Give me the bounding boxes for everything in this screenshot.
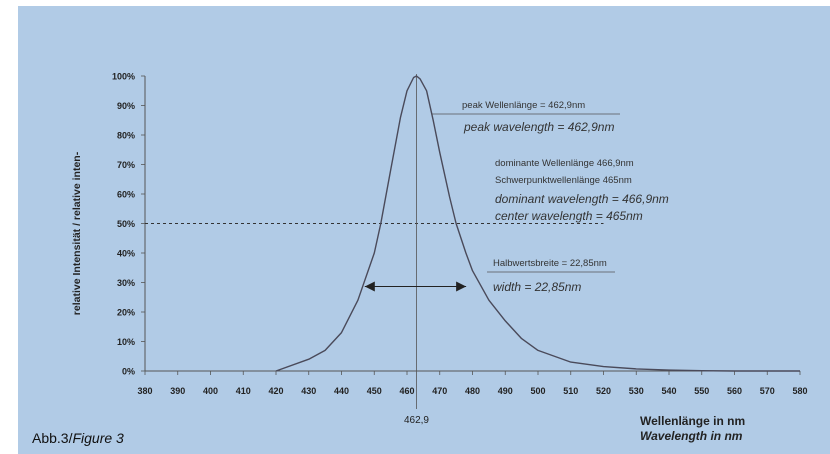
y-tick-label: 40%	[117, 249, 135, 259]
annotation-dominant-en: dominant wavelength = 466,9nm	[495, 192, 669, 206]
peak-x-label: 462,9	[404, 415, 429, 426]
x-tick-label: 530	[629, 386, 644, 396]
x-tick-label: 430	[301, 386, 316, 396]
fwhm-arrows	[364, 281, 467, 292]
x-tick-label: 470	[432, 386, 447, 396]
x-tick-label: 440	[334, 386, 349, 396]
x-tick-label: 380	[137, 386, 152, 396]
x-tick-label: 500	[530, 386, 545, 396]
figure-caption-italic: Figure 3	[72, 430, 124, 446]
fwhm-arrow-right	[456, 281, 467, 292]
annotation-peak-en: peak wavelength = 462,9nm	[463, 120, 614, 134]
x-tick-label: 580	[792, 386, 807, 396]
x-axis-label-en: Wavelength in nm	[640, 429, 743, 443]
x-tick-label: 420	[268, 386, 283, 396]
annotation-width-en: width = 22,85nm	[493, 280, 581, 294]
y-tick-label: 20%	[117, 308, 135, 318]
x-tick-label: 570	[760, 386, 775, 396]
reference-lines	[145, 74, 604, 409]
x-tick-label: 550	[694, 386, 709, 396]
figure-caption: Abb.3/Figure 3	[32, 430, 124, 446]
y-tick-labels: 0% 10% 20% 30% 40% 50% 60% 70% 80% 90% 100%	[112, 72, 145, 377]
annotation-peak-de: peak Wellenlänge = 462,9nm	[462, 100, 585, 111]
x-tick-label: 520	[596, 386, 611, 396]
spectrum-series-line	[275, 75, 800, 372]
x-tick-label: 540	[661, 386, 676, 396]
x-tick-label: 400	[203, 386, 218, 396]
y-axis-label: relative Intensität / relative inten-	[71, 151, 83, 315]
chart-panel	[18, 6, 830, 454]
x-tick-label: 480	[465, 386, 480, 396]
y-tick-label: 0%	[122, 367, 135, 377]
x-tick-label: 390	[170, 386, 185, 396]
x-tick-label: 460	[399, 386, 414, 396]
y-tick-label: 70%	[117, 160, 135, 170]
figure-caption-prefix: Abb.3/	[32, 430, 73, 446]
x-tick-label: 560	[727, 386, 742, 396]
y-tick-label: 80%	[117, 131, 135, 141]
y-tick-label: 90%	[117, 101, 135, 111]
annotation-width-de: Halbwertsbreite = 22,85nm	[493, 258, 607, 269]
x-tick-label: 510	[563, 386, 578, 396]
y-tick-label: 100%	[112, 72, 135, 82]
y-tick-label: 50%	[117, 219, 135, 229]
y-tick-label: 10%	[117, 337, 135, 347]
x-tick-label: 410	[236, 386, 251, 396]
annotation-center-de: Schwerpunktwellenlänge 465nm	[495, 175, 632, 186]
annotation-center-en: center wavelength = 465nm	[495, 209, 643, 223]
y-tick-label: 60%	[117, 190, 135, 200]
x-tick-labels: 380 390 400 410 420 430 440 450 460 470 480 490 500 5…	[137, 371, 808, 396]
fwhm-arrow-left	[364, 281, 375, 292]
x-axis-label-de: Wellenlänge in nm	[640, 414, 745, 428]
series-layer	[275, 75, 800, 372]
annotation-dominant-de: dominante Wellenlänge 466,9nm	[495, 158, 634, 169]
x-tick-label: 450	[367, 386, 382, 396]
x-tick-label: 490	[498, 386, 513, 396]
y-tick-label: 30%	[117, 278, 135, 288]
